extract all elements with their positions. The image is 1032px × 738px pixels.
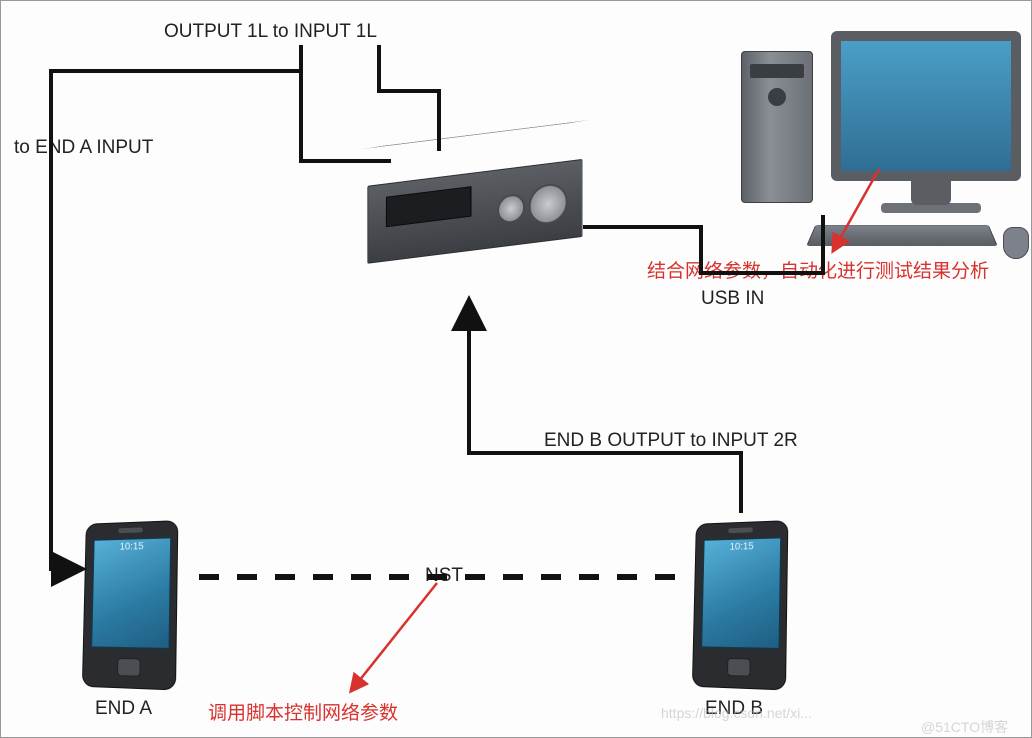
label-output1l: OUTPUT 1L to INPUT 1L [164,21,377,43]
annotation-red-top: 结合网络参数，自动化进行测试结果分析 [647,256,989,283]
label-end-a: END A [95,698,152,720]
label-enda-input: to END A INPUT [14,137,153,159]
edge-output1l-left [301,45,391,161]
computer-tower-icon [741,51,813,203]
phone-a-time: 10:15 [94,540,170,553]
edge-endb-output [469,301,741,513]
diagram-canvas: 10:15 10:15 OUTPUT 1L to INPUT 1L to END… [0,0,1032,738]
computer-monitor-icon [831,31,1021,181]
label-nst: NST [421,565,467,587]
red-arrow-bottom [351,583,437,691]
edge-output1l-right [379,45,439,151]
phone-end-b: 10:15 [692,520,788,690]
label-endb-output: END B OUTPUT to INPUT 2R [544,430,798,452]
computer-mouse-icon [1003,227,1029,259]
computer-keyboard-icon [806,225,997,246]
receiver-device [367,131,580,272]
label-usb-in: USB IN [701,288,764,310]
phone-end-a: 10:15 [82,520,178,690]
annotation-red-bottom: 调用脚本控制网络参数 [208,698,398,725]
watermark-51cto: @51CTO博客 [921,717,1008,737]
phone-b-time: 10:15 [704,540,780,553]
watermark-csdn: https://blog.csdn.net/xi... [661,705,812,721]
